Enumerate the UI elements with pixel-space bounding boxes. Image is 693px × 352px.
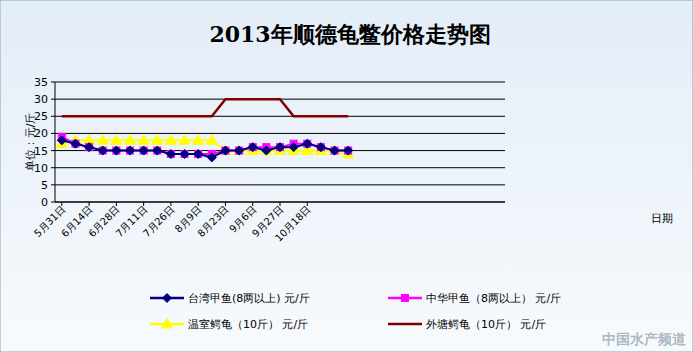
grid-line bbox=[55, 167, 505, 168]
point bbox=[85, 143, 94, 152]
tick bbox=[51, 82, 55, 83]
point bbox=[126, 146, 135, 155]
x-tick bbox=[61, 202, 62, 206]
legend-label: 外塘鳄龟（10斤） 元/斤 bbox=[426, 318, 546, 331]
point bbox=[330, 146, 339, 155]
point bbox=[180, 150, 189, 159]
point bbox=[262, 146, 271, 155]
point bbox=[113, 147, 120, 154]
point bbox=[194, 150, 203, 159]
legend-line bbox=[388, 323, 422, 326]
x-tick bbox=[252, 202, 253, 206]
point bbox=[152, 135, 163, 145]
tick bbox=[51, 99, 55, 100]
point bbox=[125, 135, 136, 145]
x-tick bbox=[143, 202, 144, 206]
point bbox=[181, 151, 188, 158]
tick bbox=[51, 133, 55, 134]
x-label: 日期 bbox=[651, 212, 673, 225]
y-axis bbox=[55, 82, 56, 202]
x-tick bbox=[280, 202, 281, 206]
tick bbox=[51, 184, 55, 185]
point bbox=[167, 151, 174, 158]
y-tick-label: 35 bbox=[34, 76, 48, 89]
x-tick-label: 8月23日 bbox=[195, 204, 230, 239]
point bbox=[331, 147, 338, 154]
tick bbox=[51, 150, 55, 151]
x-tick-label: 10月18日 bbox=[273, 204, 313, 244]
point bbox=[153, 146, 162, 155]
y-tick-label: 30 bbox=[34, 93, 48, 106]
point bbox=[165, 135, 176, 145]
legend-marker bbox=[162, 319, 173, 329]
point bbox=[112, 146, 121, 155]
point bbox=[127, 147, 134, 154]
point bbox=[57, 136, 66, 145]
x-tick bbox=[198, 202, 199, 206]
point bbox=[289, 143, 298, 152]
point bbox=[329, 145, 340, 155]
point bbox=[179, 135, 190, 145]
point bbox=[166, 150, 175, 159]
x-tick bbox=[307, 202, 308, 206]
y-tick-label: 0 bbox=[41, 196, 48, 209]
point bbox=[97, 135, 108, 145]
point bbox=[304, 140, 311, 147]
grid-line bbox=[55, 82, 505, 83]
grid-line bbox=[55, 133, 505, 134]
point bbox=[276, 143, 285, 152]
point bbox=[86, 144, 93, 151]
point bbox=[236, 147, 243, 154]
tick bbox=[51, 167, 55, 168]
legend-label: 台湾甲鱼(8两以上) 元/斤 bbox=[188, 292, 310, 305]
tick bbox=[51, 202, 55, 203]
point bbox=[71, 139, 80, 148]
chart: 2013年顺德龟鳖价格走势图05101520253035单位：元/斤日期5月31… bbox=[0, 0, 693, 352]
point bbox=[345, 147, 352, 154]
point bbox=[221, 146, 230, 155]
x-tick-label: 7月26日 bbox=[141, 204, 176, 239]
point bbox=[154, 147, 161, 154]
legend-marker bbox=[163, 294, 172, 303]
y-tick-label: 5 bbox=[41, 179, 48, 192]
point bbox=[140, 147, 147, 154]
legend-label: 温室鳄龟（10斤） 元/斤 bbox=[188, 318, 308, 331]
point bbox=[98, 146, 107, 155]
x-tick bbox=[116, 202, 117, 206]
point bbox=[234, 145, 245, 155]
y-label: 单位：元/斤 bbox=[24, 113, 37, 172]
point bbox=[206, 135, 217, 145]
point bbox=[195, 151, 202, 158]
point bbox=[316, 143, 325, 152]
point bbox=[207, 153, 216, 162]
point bbox=[222, 147, 229, 154]
point bbox=[193, 135, 204, 145]
legend-label: 中华甲鱼（8两以上） 元/斤 bbox=[426, 292, 561, 305]
x-tick bbox=[170, 202, 171, 206]
point bbox=[235, 146, 244, 155]
point bbox=[111, 135, 122, 145]
legend-marker bbox=[402, 295, 409, 302]
x-tick bbox=[89, 202, 90, 206]
title: 2013年顺德龟鳖价格走势图 bbox=[209, 21, 490, 47]
background bbox=[0, 0, 693, 352]
point bbox=[344, 146, 353, 155]
grid-line bbox=[55, 184, 505, 185]
x-tick bbox=[225, 202, 226, 206]
plot-area bbox=[56, 99, 353, 162]
point bbox=[72, 140, 79, 147]
point bbox=[317, 144, 324, 151]
tick bbox=[51, 116, 55, 117]
point bbox=[138, 135, 149, 145]
point bbox=[99, 147, 106, 154]
point bbox=[249, 144, 256, 151]
point bbox=[277, 144, 284, 151]
point bbox=[248, 143, 257, 152]
point bbox=[139, 146, 148, 155]
point bbox=[303, 139, 312, 148]
series-line bbox=[62, 99, 348, 116]
watermark: 中国水产频道 bbox=[602, 331, 687, 347]
